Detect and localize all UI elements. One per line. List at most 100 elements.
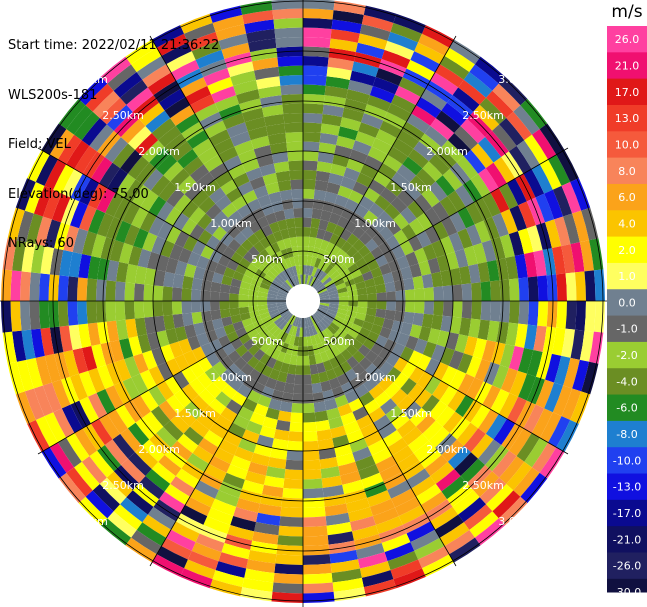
velocity-cell	[157, 362, 174, 381]
velocity-cell	[190, 488, 215, 508]
velocity-cell	[276, 298, 287, 301]
velocity-cell	[175, 468, 200, 489]
velocity-cell	[96, 389, 116, 414]
velocity-cell	[148, 385, 167, 406]
velocity-cell	[259, 163, 276, 177]
velocity-cell	[331, 568, 362, 583]
range-ring-label: 3.00km	[498, 73, 540, 86]
velocity-cell	[367, 301, 377, 309]
velocity-cell	[329, 301, 339, 305]
velocity-cell	[320, 123, 341, 136]
velocity-cell	[470, 433, 494, 459]
velocity-cell	[220, 179, 238, 196]
velocity-cell	[191, 395, 209, 413]
velocity-cell	[270, 242, 281, 254]
colorbar-swatch	[607, 78, 647, 106]
velocity-cell	[303, 582, 334, 594]
velocity-cell	[386, 291, 396, 301]
velocity-cell	[303, 497, 325, 508]
velocity-cell	[7, 207, 25, 241]
velocity-cell	[292, 275, 298, 286]
velocity-cell	[372, 77, 399, 95]
velocity-cell	[412, 312, 424, 327]
velocity-cell	[100, 56, 132, 84]
velocity-cell	[454, 125, 479, 150]
velocity-cell	[99, 162, 121, 188]
velocity-cell	[218, 146, 239, 163]
velocity-cell	[447, 133, 471, 157]
velocity-cell	[542, 248, 557, 276]
colorbar-tick-label: -6.0	[616, 402, 637, 415]
velocity-cell	[143, 168, 164, 191]
range-ring-label: 1.50km	[390, 181, 432, 194]
velocity-cell	[423, 301, 434, 315]
velocity-cell	[391, 342, 406, 357]
velocity-cell	[142, 64, 171, 88]
velocity-cell	[381, 49, 411, 69]
velocity-cell	[303, 525, 328, 537]
velocity-cell	[174, 260, 188, 276]
velocity-cell	[393, 372, 409, 389]
velocity-cell	[119, 79, 148, 105]
velocity-cell	[328, 416, 344, 430]
velocity-cell	[105, 192, 124, 217]
velocity-cell	[198, 388, 216, 406]
velocity-cell	[169, 243, 184, 261]
velocity-cell	[348, 397, 364, 412]
velocity-cell	[61, 404, 83, 433]
velocity-cell	[581, 207, 599, 241]
velocity-cell	[189, 164, 210, 183]
velocity-cell	[189, 224, 205, 241]
velocity-cell	[355, 131, 376, 147]
velocity-cell	[219, 308, 231, 319]
velocity-cell	[327, 267, 337, 277]
velocity-cell	[259, 282, 271, 290]
velocity-cell	[449, 537, 481, 563]
velocity-cell	[69, 373, 88, 401]
velocity-cell	[177, 148, 199, 169]
colorbar-swatch	[607, 420, 647, 448]
velocity-cell	[181, 200, 199, 219]
velocity-cell	[174, 354, 190, 372]
velocity-cell	[120, 118, 146, 144]
velocity-cell	[565, 301, 577, 330]
velocity-cell	[373, 275, 385, 286]
velocity-cell	[414, 288, 425, 301]
velocity-cell	[230, 131, 251, 147]
velocity-cell	[501, 423, 524, 451]
velocity-cell	[575, 271, 586, 301]
velocity-cell	[272, 582, 303, 594]
velocity-cell	[203, 154, 224, 172]
velocity-cell	[353, 52, 382, 68]
velocity-cell	[548, 416, 571, 448]
velocity-cell	[82, 151, 105, 179]
velocity-cell	[375, 129, 397, 147]
velocity-cell	[318, 290, 329, 296]
velocity-cell	[221, 42, 251, 59]
velocity-cell	[435, 514, 464, 538]
velocity-cell	[49, 248, 64, 276]
velocity-cell	[383, 111, 407, 130]
velocity-cell	[338, 301, 349, 306]
velocity-cell	[447, 390, 466, 412]
velocity-cell	[220, 406, 238, 423]
velocity-cell	[169, 341, 184, 359]
velocity-cell	[368, 384, 385, 400]
velocity-cell	[81, 346, 98, 371]
velocity-cell	[311, 278, 319, 288]
velocity-cell	[339, 323, 351, 334]
velocity-cell	[468, 263, 481, 284]
velocity-cell	[257, 304, 268, 311]
velocity-cell	[539, 412, 562, 443]
velocity-cell	[334, 194, 349, 208]
velocity-cell	[170, 476, 195, 497]
velocity-cell	[517, 347, 534, 374]
velocity-cell	[329, 356, 340, 369]
velocity-cell	[44, 219, 61, 249]
velocity-cell	[418, 546, 450, 569]
velocity-cell	[259, 341, 271, 354]
velocity-cell	[185, 85, 212, 106]
velocity-cell	[357, 294, 368, 301]
velocity-cell	[322, 276, 333, 286]
velocity-cell	[277, 292, 287, 298]
